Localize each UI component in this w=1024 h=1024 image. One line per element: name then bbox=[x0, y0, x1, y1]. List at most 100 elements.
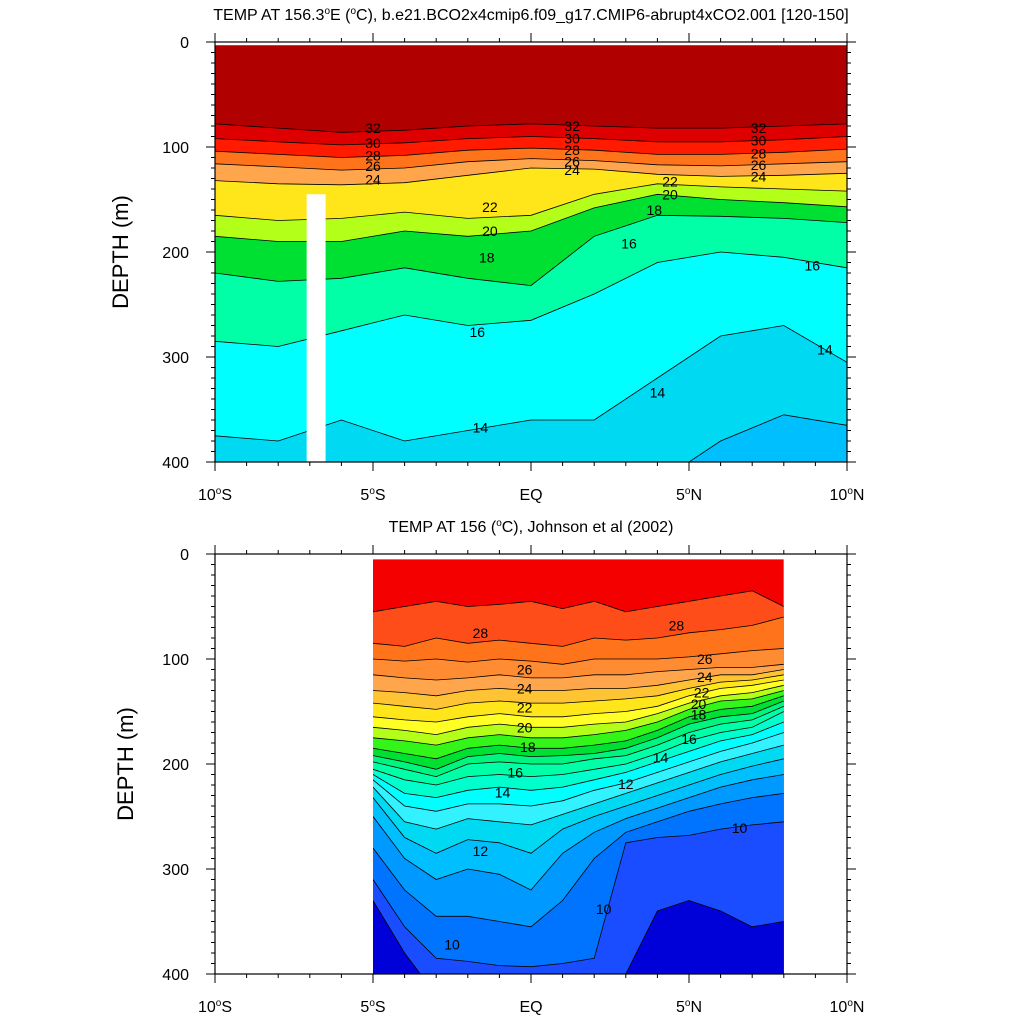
contour-label-26: 26 bbox=[751, 157, 767, 173]
isotherm-24 bbox=[215, 167, 847, 186]
isotherm-20 bbox=[373, 695, 784, 760]
contour-label-18: 18 bbox=[520, 739, 536, 755]
top-y-axis-label: DEPTH (m) bbox=[108, 195, 133, 309]
y-tick-label: 100 bbox=[162, 140, 189, 157]
x-tick-label: 5oS bbox=[360, 998, 385, 1016]
contour-label-20: 20 bbox=[482, 223, 498, 239]
isotherm-32 bbox=[215, 123, 847, 133]
temp-band-below-9 bbox=[373, 900, 784, 974]
contour-label-20: 20 bbox=[662, 186, 678, 202]
top-panel: TEMP AT 156.3oE (oC), b.e21.BCO2x4cmip6.… bbox=[108, 6, 864, 504]
contour-label-16: 16 bbox=[469, 324, 485, 340]
isotherm-18 bbox=[373, 705, 784, 778]
contour-label-14: 14 bbox=[653, 750, 669, 766]
contour-label-24: 24 bbox=[564, 162, 580, 178]
temp-band-below-14 bbox=[215, 325, 847, 463]
isotherm-13 bbox=[373, 758, 784, 854]
y-tick-label: 0 bbox=[180, 547, 189, 564]
bottom-panel: TEMP AT 156 (oC), Johnson et al (2002) D… bbox=[113, 518, 864, 1016]
isotherm-15 bbox=[373, 732, 784, 812]
contour-label-28: 28 bbox=[473, 625, 489, 641]
contour-label-22: 22 bbox=[694, 685, 710, 701]
isotherm-13 bbox=[688, 414, 847, 463]
contour-label-26: 26 bbox=[697, 651, 713, 667]
isotherm-11 bbox=[373, 793, 784, 928]
contour-label-24: 24 bbox=[751, 168, 767, 184]
contour-label-20: 20 bbox=[691, 696, 707, 712]
top-title: TEMP AT 156.3oE (oC), b.e21.BCO2x4cmip6.… bbox=[213, 6, 848, 24]
isotherm-14 bbox=[373, 744, 784, 830]
isotherm-23 bbox=[373, 679, 784, 723]
top-plot-area: 3230282624323028262432302826242220182220… bbox=[215, 45, 847, 463]
contour-label-32: 32 bbox=[365, 120, 381, 136]
x-tick-label: 10oS bbox=[198, 486, 232, 504]
x-tick-label: 5oN bbox=[676, 998, 702, 1016]
x-tick-label: EQ bbox=[519, 999, 542, 1016]
contour-label-28: 28 bbox=[751, 145, 767, 161]
isotherm-16 bbox=[373, 721, 784, 799]
contour-label-24: 24 bbox=[365, 172, 381, 188]
isotherm-21 bbox=[373, 690, 784, 746]
contour-label-28: 28 bbox=[564, 142, 580, 158]
contour-label-30: 30 bbox=[751, 133, 767, 149]
isotherm-22 bbox=[373, 684, 784, 736]
x-tick-label: EQ bbox=[519, 487, 542, 504]
contour-label-18: 18 bbox=[646, 202, 662, 218]
contour-label-30: 30 bbox=[564, 131, 580, 147]
x-tick-label: 10oN bbox=[830, 998, 865, 1016]
contour-label-20: 20 bbox=[517, 719, 533, 735]
contour-label-32: 32 bbox=[564, 118, 580, 134]
isotherm-24 bbox=[373, 674, 784, 710]
contour-label-10: 10 bbox=[732, 820, 748, 836]
contour-label-10: 10 bbox=[596, 901, 612, 917]
isotherm-10 bbox=[373, 821, 784, 968]
contour-label-24: 24 bbox=[517, 680, 533, 696]
x-tick-label: 5oN bbox=[676, 486, 702, 504]
isotherm-28 bbox=[373, 616, 784, 647]
bottom-plot-area: 28 28262422201826242220181616141412121010… bbox=[373, 559, 784, 974]
isotherm-27 bbox=[373, 648, 784, 665]
contour-label-12: 12 bbox=[618, 776, 634, 792]
isotherm-26 bbox=[373, 663, 784, 681]
contour-label-16: 16 bbox=[621, 236, 637, 252]
isotherm-19 bbox=[373, 700, 784, 770]
y-tick-label: 200 bbox=[162, 245, 189, 262]
x-tick-label: 10oN bbox=[830, 486, 865, 504]
y-tick-label: 300 bbox=[162, 862, 189, 879]
contour-label-14: 14 bbox=[495, 784, 511, 800]
contour-label-10: 10 bbox=[444, 937, 460, 953]
contour-label-14: 14 bbox=[650, 385, 666, 401]
x-tick-label: 5oS bbox=[360, 486, 385, 504]
bottom-y-axis-label: DEPTH (m) bbox=[113, 707, 138, 821]
contour-label-16: 16 bbox=[681, 731, 697, 747]
contour-label-30: 30 bbox=[365, 135, 381, 151]
isotherm-26 bbox=[215, 158, 847, 171]
temp-band-below-13 bbox=[688, 414, 847, 463]
isotherm-17 bbox=[373, 711, 784, 786]
contour-label-14: 14 bbox=[817, 342, 833, 358]
contour-label-18: 18 bbox=[691, 707, 707, 723]
contour-label-22: 22 bbox=[517, 699, 533, 715]
contour-label-14: 14 bbox=[473, 419, 489, 435]
contour-label-16: 16 bbox=[507, 764, 523, 780]
y-tick-label: 400 bbox=[162, 455, 189, 472]
contour-label-18: 18 bbox=[479, 249, 495, 265]
contour-label-28: 28 bbox=[365, 147, 381, 163]
contour-label-16: 16 bbox=[804, 258, 820, 274]
contour-label-26: 26 bbox=[517, 662, 533, 678]
y-tick-label: 400 bbox=[162, 967, 189, 984]
bottom-title: TEMP AT 156 (oC), Johnson et al (2002) bbox=[389, 518, 674, 536]
x-tick-label: 10oS bbox=[198, 998, 232, 1016]
contour-label-12: 12 bbox=[473, 843, 489, 859]
missing-data-band bbox=[306, 194, 326, 462]
contour-label-28: 28 bbox=[669, 617, 685, 633]
top-axes: 0 100 200 300 400 10oS 5oS EQ 5oN 10oN bbox=[162, 33, 864, 504]
y-tick-label: 200 bbox=[162, 757, 189, 774]
contour-label-22: 22 bbox=[662, 174, 678, 190]
y-tick-label: 100 bbox=[162, 652, 189, 669]
isotherm-25 bbox=[373, 669, 784, 697]
y-tick-label: 0 bbox=[180, 35, 189, 52]
isotherm-9 bbox=[373, 900, 784, 974]
contour-label-26: 26 bbox=[564, 154, 580, 170]
